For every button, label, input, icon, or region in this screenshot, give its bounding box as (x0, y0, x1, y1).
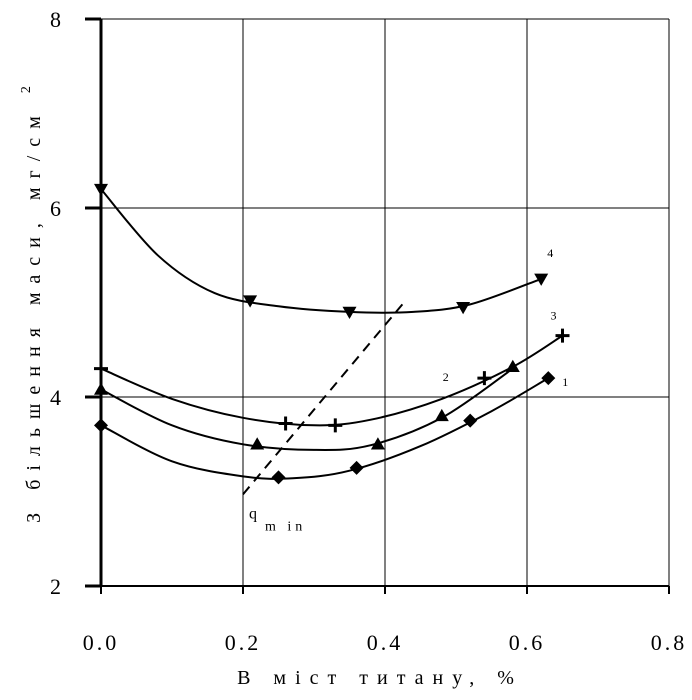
y-axis-label-sup: 2 (19, 77, 34, 93)
series-1-curve (100, 377, 549, 480)
series-2-point-2 (370, 437, 385, 450)
series-2-curve (100, 367, 514, 451)
y-tick-label-2: 2 (50, 574, 64, 599)
x-tick-label-0.6: 0.6 (509, 630, 546, 655)
svg-text:З більшення маси, мг/см: З більшення маси, мг/см 2 (19, 77, 45, 523)
series-1-point-1 (271, 470, 286, 485)
series-1-point-4 (541, 371, 556, 386)
series-4-point-2 (342, 306, 357, 319)
axes (85, 17, 670, 594)
grid (101, 18, 670, 586)
series-2-point-1 (250, 437, 265, 450)
series-labels: 1 2 3 4 (443, 246, 569, 389)
series-1-point-2 (349, 460, 364, 475)
series-3-point-0 (94, 361, 108, 376)
series-3-point-4 (555, 328, 570, 343)
series-2-point-3 (434, 408, 449, 422)
tick-labels: 0.0 0.2 0.4 0.6 0.8 2 4 6 8 (50, 7, 688, 655)
series-3-curve (100, 334, 564, 427)
series-1-point-0 (94, 418, 108, 433)
series-4-label: 4 (547, 246, 553, 260)
series-3-label: 3 (551, 309, 557, 323)
series-2-label: 2 (443, 370, 449, 384)
series-4-point-1 (243, 295, 258, 308)
series-3-point-1 (278, 416, 293, 431)
x-tick-label-0.0: 0.0 (83, 630, 120, 655)
qmin-dashed-line (242, 299, 408, 495)
series-1-point-3 (463, 413, 478, 428)
y-tick-label-6: 6 (50, 196, 64, 221)
series-1-label: 1 (562, 375, 568, 389)
x-tick-label-0.8: 0.8 (651, 630, 688, 655)
series-markers (94, 183, 570, 485)
series-3-point-3 (477, 371, 492, 386)
y-tick-label-4: 4 (50, 385, 64, 410)
qmin-label-sub: m in (265, 519, 306, 534)
series-curves (100, 188, 564, 480)
x-axis-label: В міст титану, % (237, 667, 523, 689)
y-tick-label-8: 8 (50, 7, 64, 32)
series-3-point-2 (328, 418, 343, 433)
qmin-label: q m in (249, 505, 306, 534)
series-4-point-4 (534, 273, 549, 286)
qmin-label-main: q (249, 505, 261, 522)
series-4-point-3 (456, 301, 471, 315)
y-axis-label: З більшення маси, мг/см (23, 107, 45, 523)
y-axis-label-group: З більшення маси, мг/см 2 (19, 77, 45, 523)
x-tick-label-0.2: 0.2 (225, 630, 262, 655)
x-tick-label-0.4: 0.4 (367, 630, 404, 655)
series-2-point-0 (94, 382, 108, 395)
series-4-point-0 (94, 183, 108, 197)
series-2-point-4 (505, 359, 520, 373)
annotations: q m in (242, 299, 408, 534)
